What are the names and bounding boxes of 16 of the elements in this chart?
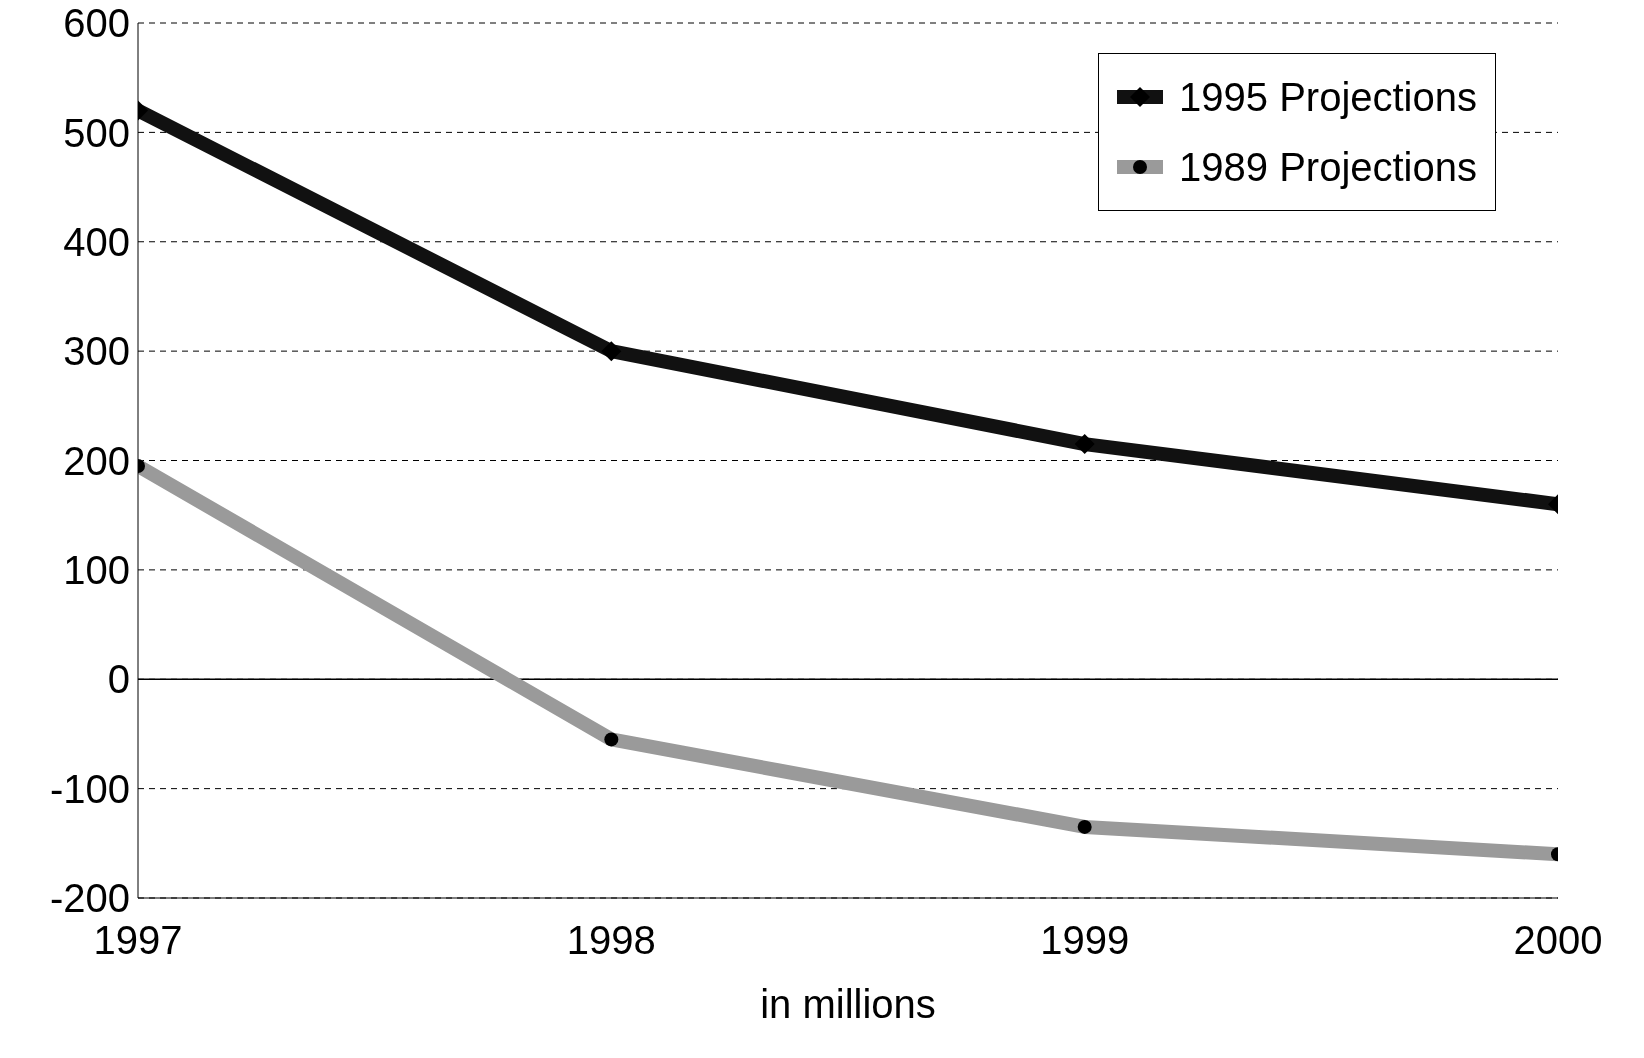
x-axis-title: in millions xyxy=(760,982,936,1026)
y-tick-label: 600 xyxy=(63,1,130,46)
y-tick-label: -200 xyxy=(49,876,130,921)
y-tick-label: -100 xyxy=(49,766,130,811)
legend-label: 1995 Projections xyxy=(1179,74,1477,120)
y-tick-label: 100 xyxy=(63,548,130,593)
y-tick-label: 0 xyxy=(107,657,130,702)
x-tick-label: 1997 xyxy=(93,918,183,963)
x-tick-label: 1998 xyxy=(566,918,656,963)
y-tick-label: 400 xyxy=(63,219,130,264)
y-tick-label: 500 xyxy=(63,110,130,155)
legend-label: 1989 Projections xyxy=(1179,144,1477,190)
y-tick-label: 200 xyxy=(63,438,130,483)
y-tick-label: 300 xyxy=(63,329,130,374)
x-tick-label: 1999 xyxy=(1040,918,1130,963)
x-tick-label: 2000 xyxy=(1513,918,1603,963)
